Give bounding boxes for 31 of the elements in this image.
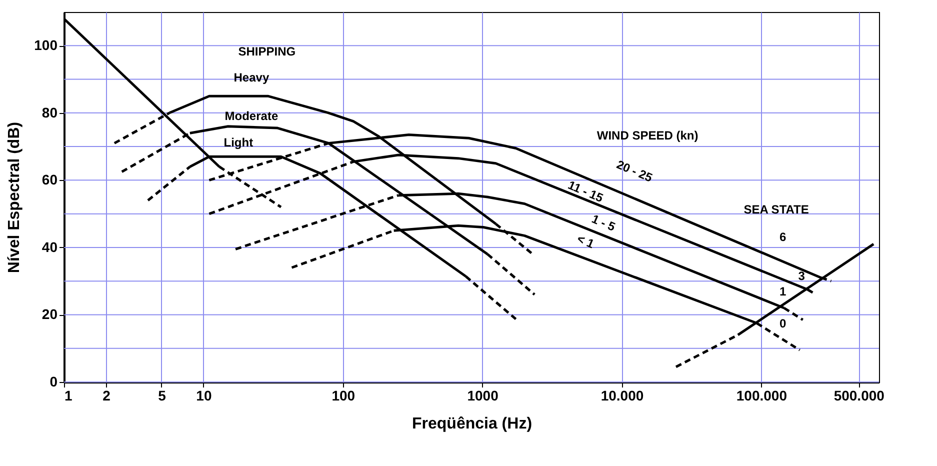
annotation: SEA STATE — [744, 202, 809, 217]
y-tick-label: 40 — [42, 238, 58, 255]
annotation: < 1 — [575, 232, 596, 252]
annotation: WIND SPEED (kn) — [596, 128, 698, 143]
annotation: Light — [224, 136, 254, 150]
annotation: 11 - 15 — [566, 178, 606, 206]
x-tick-label: 100 — [332, 388, 356, 404]
annotation: 1 — [779, 284, 786, 298]
x-tick-label: 1 — [64, 388, 72, 404]
x-axis-title: Freqüência (Hz) — [412, 416, 532, 432]
x-tick-label: 100.000 — [736, 388, 788, 404]
y-tick-label: 20 — [42, 306, 58, 322]
y-axis-title: Nível Espectral (dB) — [6, 122, 24, 274]
annotation: 1 - 5 — [590, 212, 618, 234]
y-tick-label: 80 — [42, 104, 58, 120]
y-tick-label: 0 — [50, 374, 58, 390]
x-tick-label: 5 — [158, 388, 166, 404]
x-tick-label: 10.000 — [600, 388, 644, 404]
annotation: 0 — [779, 316, 786, 331]
annotation: 20 - 25 — [614, 157, 655, 185]
annotation: 3 — [798, 268, 806, 283]
y-tick-label: 100 — [34, 37, 58, 54]
x-tick-label: 1000 — [467, 388, 499, 404]
x-tick-label: 10 — [196, 388, 212, 404]
x-tick-label: 2 — [102, 388, 111, 404]
annotation: Heavy — [234, 70, 270, 84]
annotation: Moderate — [224, 108, 278, 123]
annotation: SHIPPING — [238, 44, 296, 59]
y-tick-label: 60 — [42, 172, 58, 188]
x-tick-label: 500.000 — [834, 388, 885, 404]
annotation: 6 — [779, 230, 786, 244]
